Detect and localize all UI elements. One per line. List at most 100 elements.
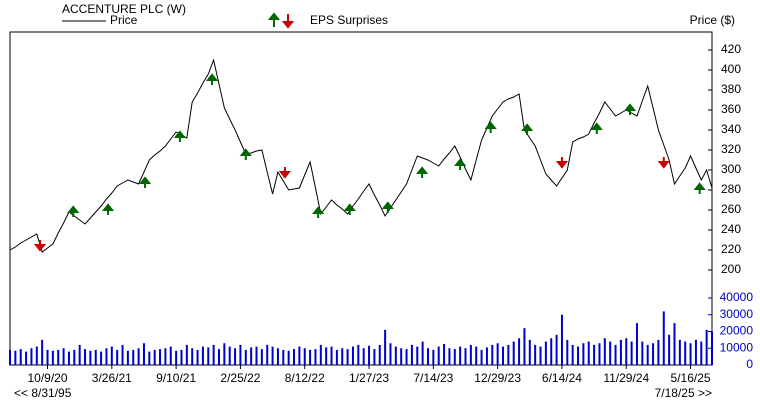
volume-bar <box>421 341 424 365</box>
volume-bar <box>207 347 210 365</box>
y-tick-label: 380 <box>721 82 741 96</box>
plot-frame <box>9 31 713 366</box>
eps-arrow <box>239 148 252 160</box>
volume-bar <box>303 348 306 365</box>
volume-bar <box>673 323 676 365</box>
volume-bar <box>298 346 301 365</box>
volume-bar <box>84 349 87 365</box>
volume-bar <box>464 348 467 365</box>
volume-bar <box>378 344 381 365</box>
volume-bar <box>180 349 183 365</box>
volume-bar <box>689 343 692 365</box>
volume-bar <box>314 349 317 365</box>
volume-bar <box>330 346 333 365</box>
volume-bar <box>426 348 429 365</box>
y-tick-label: 400 <box>721 62 741 76</box>
volume-bar <box>35 346 38 365</box>
eps-arrow <box>173 130 186 142</box>
volume-bar <box>560 314 563 365</box>
volume-bar <box>496 343 499 365</box>
eps-arrow <box>555 157 569 169</box>
volume-bar <box>169 346 172 365</box>
volume-bar <box>389 343 392 365</box>
volume-bar <box>142 343 145 365</box>
legend-label: Price <box>110 13 138 27</box>
volume-bar <box>94 349 97 365</box>
volume-bar <box>684 341 687 365</box>
volume-bar <box>384 329 387 365</box>
y2-tick-label: 10000 <box>720 340 754 354</box>
volume-bar <box>282 349 285 365</box>
eps-arrow <box>484 121 497 133</box>
volume-bar <box>485 347 488 365</box>
volume-bar <box>148 351 151 365</box>
volume-bar <box>346 349 349 365</box>
volume-bar <box>57 349 60 365</box>
volume-bar <box>662 311 665 365</box>
volume-bar <box>191 348 194 365</box>
volume-bar <box>619 339 622 365</box>
y-tick-label: 360 <box>721 102 741 116</box>
volume-bar <box>137 348 140 365</box>
volume-bar <box>700 341 703 365</box>
volume-bar <box>9 349 11 365</box>
y-tick-label: 280 <box>721 182 741 196</box>
volume-bar <box>512 341 515 365</box>
volume-bar <box>239 344 242 365</box>
volume-bar <box>491 344 494 365</box>
volume-bar <box>539 346 542 365</box>
x-tick-label: 1/27/23 <box>349 371 389 385</box>
volume-bar <box>250 347 253 365</box>
x-tick-label: 6/14/24 <box>542 371 582 385</box>
y-tick-label: 200 <box>721 262 741 276</box>
volume-bar <box>105 348 108 365</box>
volume-bar <box>25 351 28 365</box>
y2-tick-label: 30000 <box>720 307 754 321</box>
volume-bar <box>132 349 135 365</box>
volume-bar <box>185 344 188 365</box>
y-tick-label: 240 <box>721 222 741 236</box>
volume-bar <box>609 341 612 365</box>
volume-bar <box>518 338 521 365</box>
volume-bar <box>100 351 103 365</box>
volume-bar <box>51 350 54 365</box>
eps-arrow <box>416 166 429 178</box>
volume-bar <box>319 344 322 365</box>
volume-bar <box>475 346 478 365</box>
volume-bar <box>234 348 237 365</box>
volume-bar <box>228 346 231 365</box>
volume-bar <box>212 344 215 365</box>
volume-bar <box>448 348 451 365</box>
volume-bar <box>89 350 92 365</box>
volume-bar <box>223 343 226 365</box>
volume-bar <box>196 349 199 365</box>
volume-bar <box>432 349 435 365</box>
x-tick-label: 12/29/23 <box>474 371 521 385</box>
y-tick-label: 420 <box>721 42 741 56</box>
volume-bar <box>271 346 274 365</box>
eps-arrow <box>101 203 115 215</box>
eps-arrow <box>205 73 219 85</box>
volume-bar <box>598 343 601 365</box>
volume-bar <box>523 328 526 365</box>
volume-bar <box>443 344 446 365</box>
volume-bar <box>641 341 644 365</box>
volume-bar <box>159 349 162 365</box>
eps-arrow <box>343 203 356 215</box>
volume-bar <box>368 345 371 365</box>
x-tick-label: 2/25/22 <box>220 371 260 385</box>
volume-bar <box>544 341 547 365</box>
x-tick-label: 10/9/20 <box>27 371 67 385</box>
volume-bar <box>394 346 397 365</box>
chart-title: ACCENTURE PLC (W) <box>62 2 186 16</box>
x-tick-label: 7/14/23 <box>413 371 453 385</box>
volume-bar <box>507 344 510 365</box>
volume-bar <box>571 344 574 365</box>
volume-bar <box>416 346 419 365</box>
eps-arrow <box>381 201 394 213</box>
eps-arrow <box>312 206 325 218</box>
volume-bar <box>480 349 483 365</box>
legend-label: EPS Surprises <box>310 13 388 27</box>
volume-bar <box>126 350 129 365</box>
volume-bar <box>335 349 338 365</box>
